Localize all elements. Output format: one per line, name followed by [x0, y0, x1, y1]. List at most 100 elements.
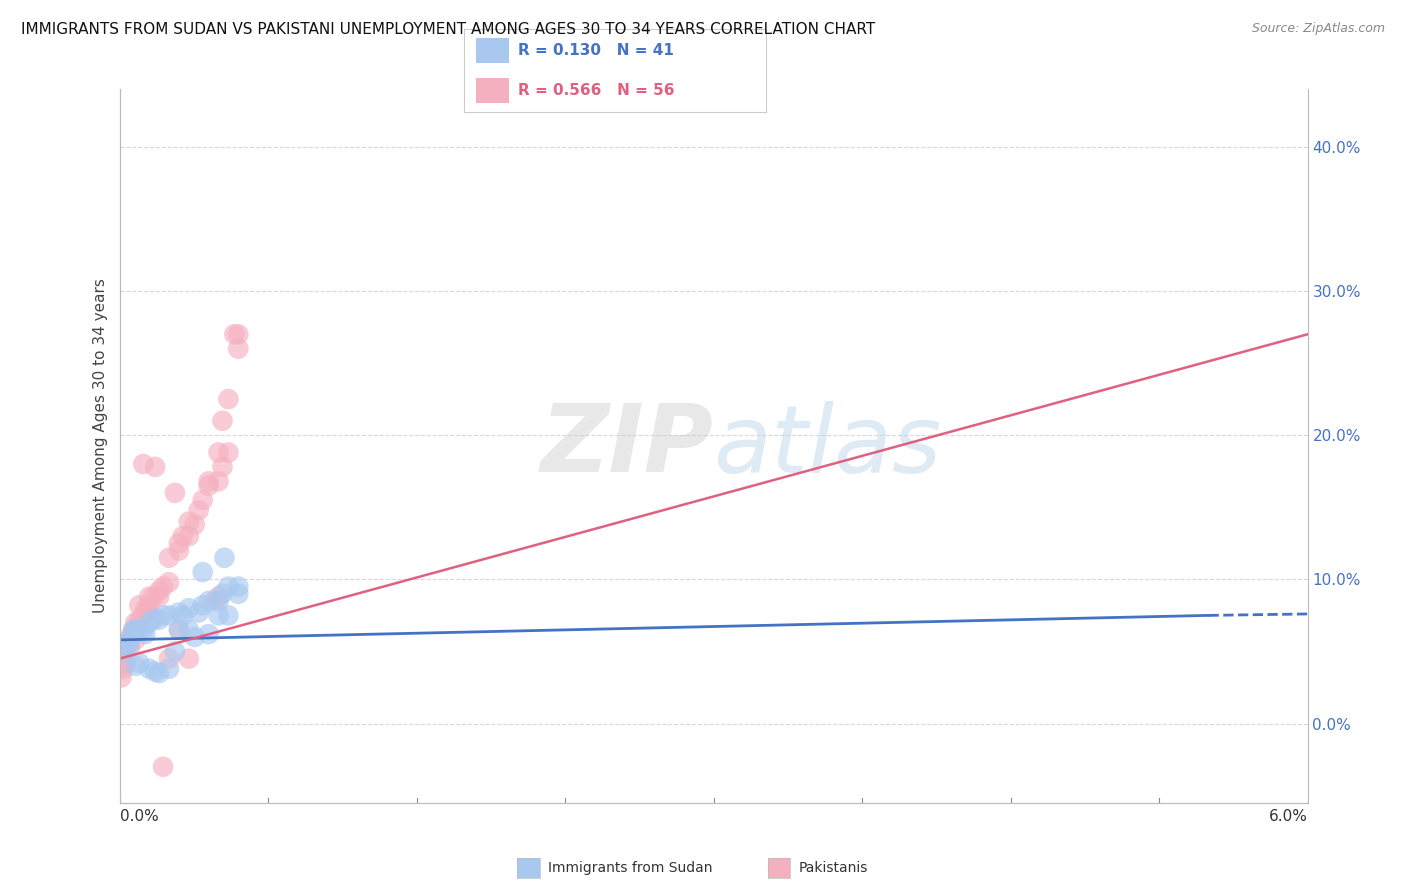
Point — [117, 637, 139, 651]
Point — [152, 760, 174, 774]
Point — [217, 580, 239, 594]
Point — [148, 590, 170, 604]
Point — [224, 327, 246, 342]
Point — [163, 644, 186, 658]
Point — [124, 658, 146, 673]
Point — [138, 590, 160, 604]
Point — [214, 550, 236, 565]
Point — [152, 608, 174, 623]
Point — [138, 604, 160, 618]
Point — [157, 651, 180, 665]
Point — [124, 623, 146, 637]
Point — [197, 627, 219, 641]
Point — [211, 414, 233, 428]
Point — [138, 599, 160, 613]
Point — [132, 457, 155, 471]
Point — [228, 327, 250, 342]
Point — [211, 587, 233, 601]
Point — [152, 580, 174, 594]
Point — [228, 580, 250, 594]
Text: ZIP: ZIP — [541, 400, 713, 492]
Point — [132, 608, 155, 623]
Point — [211, 459, 233, 474]
Point — [122, 627, 145, 641]
Point — [207, 608, 229, 623]
Point — [207, 475, 229, 489]
Point — [118, 632, 141, 647]
Point — [207, 590, 229, 604]
Point — [167, 536, 190, 550]
Point — [143, 459, 166, 474]
Text: IMMIGRANTS FROM SUDAN VS PAKISTANI UNEMPLOYMENT AMONG AGES 30 TO 34 YEARS CORREL: IMMIGRANTS FROM SUDAN VS PAKISTANI UNEMP… — [21, 22, 876, 37]
Point — [197, 594, 219, 608]
Text: Immigrants from Sudan: Immigrants from Sudan — [548, 861, 713, 875]
Point — [118, 641, 141, 656]
Point — [204, 594, 226, 608]
Point — [117, 637, 139, 651]
Point — [128, 618, 150, 632]
Point — [172, 529, 194, 543]
Point — [187, 606, 209, 620]
Point — [110, 670, 132, 684]
Point — [112, 662, 135, 676]
Point — [122, 623, 145, 637]
Point — [114, 644, 136, 658]
Bar — [477, 78, 509, 103]
Point — [177, 623, 200, 637]
Point — [157, 550, 180, 565]
Point — [120, 627, 142, 641]
Point — [167, 606, 190, 620]
Point — [191, 565, 214, 579]
Point — [157, 662, 180, 676]
Text: R = 0.566   N = 56: R = 0.566 N = 56 — [519, 83, 675, 98]
Text: Pakistanis: Pakistanis — [799, 861, 868, 875]
Text: Source: ZipAtlas.com: Source: ZipAtlas.com — [1251, 22, 1385, 36]
Point — [207, 594, 229, 608]
Point — [138, 662, 160, 676]
Text: 6.0%: 6.0% — [1268, 808, 1308, 823]
Text: atlas: atlas — [713, 401, 942, 491]
Point — [138, 615, 160, 630]
Point — [228, 342, 250, 356]
Point — [207, 445, 229, 459]
Point — [122, 623, 145, 637]
Point — [132, 623, 155, 637]
Point — [128, 623, 150, 637]
Point — [148, 583, 170, 598]
Point — [217, 392, 239, 406]
Point — [142, 613, 165, 627]
Point — [157, 575, 180, 590]
Point — [143, 665, 166, 679]
Point — [191, 599, 214, 613]
Point — [177, 515, 200, 529]
Point — [110, 658, 132, 673]
Point — [217, 608, 239, 623]
Point — [191, 493, 214, 508]
Point — [197, 475, 219, 489]
Point — [128, 599, 150, 613]
Point — [134, 601, 156, 615]
Point — [172, 608, 194, 623]
Point — [148, 666, 170, 681]
Point — [167, 623, 190, 637]
Point — [197, 478, 219, 492]
Point — [118, 637, 141, 651]
Point — [177, 651, 200, 665]
Point — [167, 623, 190, 637]
Point — [124, 615, 146, 630]
Text: 0.0%: 0.0% — [120, 808, 159, 823]
Point — [177, 601, 200, 615]
Point — [124, 632, 146, 647]
Point — [128, 613, 150, 627]
Point — [177, 529, 200, 543]
Point — [167, 543, 190, 558]
Point — [187, 503, 209, 517]
Point — [114, 656, 136, 670]
Text: R = 0.130   N = 41: R = 0.130 N = 41 — [519, 44, 675, 59]
Point — [157, 608, 180, 623]
Point — [184, 517, 207, 532]
Bar — [477, 38, 509, 63]
Point — [163, 486, 186, 500]
Point — [142, 590, 165, 604]
Point — [112, 644, 135, 658]
